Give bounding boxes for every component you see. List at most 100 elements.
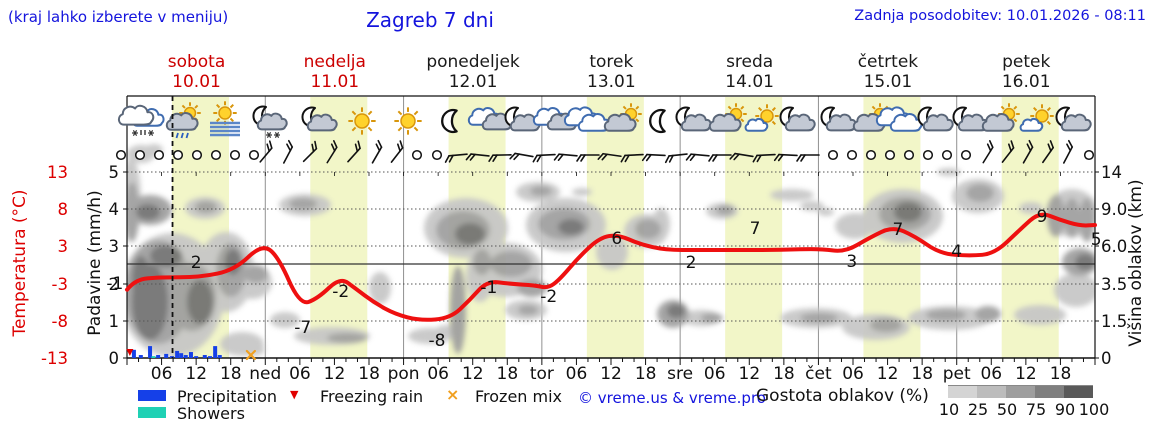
precipitation-legend-label: Precipitation [177,387,278,406]
sun-fog-icon [210,101,240,137]
day-date: 13.01 [587,72,636,92]
x-hour-label: 06 [980,364,1002,384]
x-hour-label: 12 [600,364,622,384]
temp-tick-label: -13 [41,349,68,368]
cloud-tick-label: 1.5 [1101,312,1127,331]
cloud-tick-label: 6.0 [1101,237,1127,256]
x-hour-label: 18 [1050,364,1072,384]
day-date: 15.01 [863,72,913,92]
x-hour-label: 12 [739,364,761,384]
x-hour-label: 18 [220,364,242,384]
temperature-value-label: 2 [191,253,202,273]
x-day-label: tor [530,364,554,384]
sun-cloud-small-icon [744,104,779,132]
cloud-tick-label: 0 [1101,349,1112,368]
cloud-tick-label: 14 [1101,163,1122,182]
precip-tick-label: 2 [109,275,120,294]
day-date: 14.01 [725,72,774,92]
temperature-value-label: 7 [750,219,761,239]
temperature-value-label: -8 [429,331,446,351]
last-update-label: Zadnja posodobitev: 10.01.2026 - 08:11 [854,8,1146,24]
temp-tick-label: 13 [47,163,68,182]
day-header-sreda: sreda 14.01 [680,52,819,92]
clouds-blue-icon [563,106,611,132]
day-header-sobota: sobota 10.01 [127,52,266,92]
clouds-icon [467,106,513,131]
day-date: 10.01 [172,72,221,92]
moon-cloud-icon [675,106,712,132]
sun-icon [348,107,376,135]
copyright-link[interactable]: © vreme.us & vreme.pro [578,389,766,407]
showers-swatch [138,407,166,418]
precipitation-swatch [138,390,166,401]
x-hour-label: 12 [1015,364,1037,384]
temperature-line [125,212,1097,322]
x-hour-label: 12 [185,364,207,384]
axis-ticks [123,171,1099,365]
cloud-scale-value: 10 [938,400,960,419]
cloud-scale-segment [1006,385,1035,398]
day-date: 16.01 [1001,72,1051,92]
temperature-value-label: 3 [846,252,857,272]
temperature-value-label: 2 [686,253,697,273]
day-name: nedelja [303,52,366,72]
day-header-petek: petek 16.01 [957,52,1096,92]
day-header-nedelja: nedelja 11.01 [265,52,404,92]
weather-icons-row [117,101,1092,139]
clouds-snow-icon [117,104,165,137]
day-date: 11.01 [310,72,360,92]
temp-tick-label: 3 [58,237,69,256]
x-hour-label: 18 [358,364,380,384]
cloud-tick-label: 3.5 [1101,275,1127,294]
day-name: ponedeljek [426,52,520,72]
x-hour-label: 12 [877,364,899,384]
x-day-label: pet [943,364,971,384]
x-day-label: ned [249,364,281,384]
cloud-scale-segment [1035,385,1064,398]
x-day-label: pon [388,364,420,384]
day-date: 12.01 [448,72,498,92]
frozen-mix-legend-label: Frozen mix [475,387,563,406]
moon-icon [441,108,458,134]
day-name: torek [589,52,634,72]
clouds-blue-icon [875,106,923,132]
day-name: sobota [167,52,226,72]
x-hour-label: 06 [427,364,449,384]
x-hour-label: 06 [151,364,173,384]
temperature-value-label: -2 [332,282,349,302]
moon-cloud-icon [820,106,857,132]
cloud-density-legend-label: Gostota oblakov (%) [756,386,929,406]
temperature-value-label: 4 [951,242,962,262]
day-name: sreda [726,52,774,72]
wind-row [115,139,1095,164]
temperature-value-label: 5 [1091,230,1102,250]
temperature-value-label: -1 [106,274,123,294]
sun-cloud-icon [603,103,642,132]
cloud-scale-value: 90 [1054,400,1076,419]
cloud-scale-segment [1064,385,1093,398]
cloud-tick-label: 9.0 [1101,200,1127,219]
moon-cloud-icon [504,106,541,132]
freezing-rain-icon: ▼ [290,388,299,401]
x-hour-label: 18 [497,364,519,384]
menu-hint-note: (kraj lahko izberete v meniju) [8,8,229,26]
temperature-value-label: 6 [611,229,622,249]
frozen-mix-marker [245,349,256,361]
precip-tick-label: 0 [109,349,120,368]
freezing-rain-marker [126,349,134,356]
temp-tick-label: 8 [58,200,69,219]
sun-cloud-small-icon [1019,104,1054,132]
moon-icon [649,108,666,134]
sun-cloud-rain-icon [165,102,201,139]
showers-legend-label: Showers [177,404,245,423]
freezing-rain-legend-label: Freezing rain [320,387,424,406]
x-hour-label: 18 [635,364,657,384]
temp-tick-label: -3 [52,275,68,294]
cloud-scale-value: 50 [996,400,1018,419]
cloud-scale-value: 75 [1025,400,1047,419]
x-hour-label: 06 [842,364,864,384]
x-hour-label: 18 [773,364,795,384]
temp-tick-label: -8 [52,312,68,331]
page-title: Zagreb 7 dni [366,8,494,32]
